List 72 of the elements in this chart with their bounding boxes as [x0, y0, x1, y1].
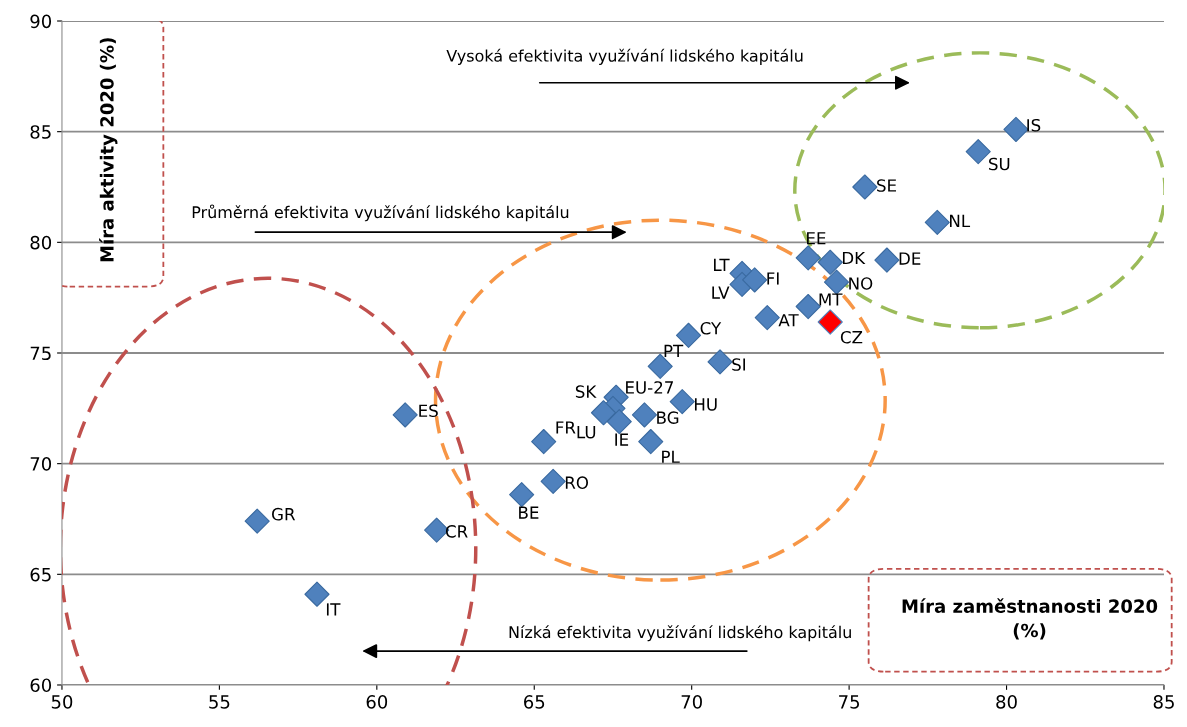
data-label: BG: [657, 411, 679, 424]
x-axis-title: Míra zaměstnanosti 2020 (%): [902, 598, 1158, 640]
point: [707, 349, 733, 375]
x-tick-label: 50: [51, 695, 73, 709]
data-label: IS: [1027, 118, 1041, 132]
x-tick-label: 60: [366, 695, 388, 709]
x-tick-label: 65: [524, 695, 545, 709]
point: [742, 267, 768, 293]
y-tick-label: 70: [30, 457, 52, 471]
point: [924, 209, 950, 235]
data-label: CR: [445, 525, 468, 538]
point: [1003, 116, 1029, 143]
point: [823, 269, 850, 295]
x-tick-label: 75: [839, 695, 860, 709]
point: [754, 305, 780, 331]
point: [631, 402, 658, 428]
data-label: SI: [732, 358, 745, 371]
data-label: ES: [419, 404, 438, 418]
data-label: LT: [714, 258, 730, 271]
y-tick-label: 65: [30, 567, 51, 582]
point: [606, 409, 632, 435]
data-label: HU: [694, 398, 717, 411]
data-label: IE: [615, 433, 629, 446]
point: [531, 428, 557, 455]
point: [244, 508, 270, 534]
y-tick-label: 60: [30, 678, 52, 693]
data-label: BE: [519, 506, 539, 519]
data-label: DE: [899, 252, 921, 265]
point: [638, 428, 664, 455]
point: [392, 402, 418, 428]
x-tick-label: 85: [1153, 695, 1174, 709]
data-label: MT: [819, 293, 843, 306]
y-tick-label: 90: [30, 14, 52, 29]
y-tick-label: 75: [30, 346, 51, 361]
data-label: IT: [326, 603, 341, 616]
data-label: RO: [565, 476, 589, 489]
annotation: Nízká efektivita využívání lidského kapitálu: [509, 625, 851, 642]
annotation: Průměrná efektivita využívání lidského kapitálu: [192, 204, 569, 222]
x-tick-label: 55: [209, 695, 230, 709]
data-label: NL: [950, 214, 971, 228]
data-label: LU: [577, 426, 596, 439]
data-label: SE: [877, 179, 897, 192]
point: [817, 249, 843, 275]
data-label: LV: [712, 286, 730, 299]
data-label: CY: [700, 321, 722, 335]
y-axis-title: Míra aktivity 2020 (%): [99, 38, 118, 262]
point: [795, 245, 821, 271]
data-label: PT: [664, 344, 684, 357]
data-label: PL: [662, 450, 680, 463]
point: [965, 139, 991, 165]
point: [590, 400, 617, 426]
data-label: FI: [767, 272, 779, 285]
data-label: EU-27: [626, 381, 673, 394]
data-label: GR: [272, 507, 296, 521]
point: [874, 247, 900, 273]
x-tick-label: 80: [996, 695, 1017, 709]
point: [817, 309, 843, 335]
y-tick-label: 80: [30, 235, 52, 250]
data-label: EE: [807, 232, 826, 245]
data-label: SK: [575, 385, 597, 398]
point: [509, 482, 535, 508]
annotation: Vysoká efektivita využívání lidského kapitálu: [446, 48, 803, 65]
data-label: CZ: [840, 330, 863, 344]
point: [540, 468, 566, 494]
point: [852, 174, 878, 200]
data-label: DK: [842, 251, 866, 265]
x-tick-label: 70: [681, 695, 702, 709]
data-label: FR: [556, 421, 576, 434]
y-tick-label: 85: [30, 125, 51, 139]
data-label: NO: [849, 277, 873, 290]
data-label: SU: [989, 157, 1010, 171]
data-label: AT: [778, 314, 799, 327]
